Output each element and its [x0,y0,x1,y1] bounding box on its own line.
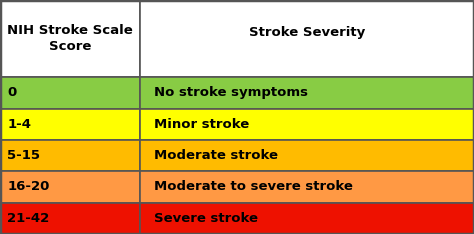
Bar [140,140,474,171]
Bar [0,109,140,140]
Text: 5-15: 5-15 [7,149,40,162]
Bar [140,203,474,234]
Bar [0,140,140,171]
Text: Minor stroke: Minor stroke [154,118,249,131]
Bar [0,203,140,234]
Bar [0,171,140,203]
Text: 0: 0 [7,86,17,99]
Text: Moderate to severe stroke: Moderate to severe stroke [154,180,353,194]
Bar [0,0,140,77]
Text: Stroke Severity: Stroke Severity [249,26,365,39]
Text: 1-4: 1-4 [7,118,31,131]
Bar [140,109,474,140]
Text: 21-42: 21-42 [7,212,49,225]
Text: No stroke symptoms: No stroke symptoms [154,86,308,99]
Text: 16-20: 16-20 [7,180,49,194]
Bar [140,0,474,77]
Text: Severe stroke: Severe stroke [154,212,258,225]
Bar [140,171,474,203]
Text: Moderate stroke: Moderate stroke [154,149,278,162]
Text: NIH Stroke Scale
Score: NIH Stroke Scale Score [7,24,133,53]
Bar [140,77,474,109]
Bar [0,77,140,109]
